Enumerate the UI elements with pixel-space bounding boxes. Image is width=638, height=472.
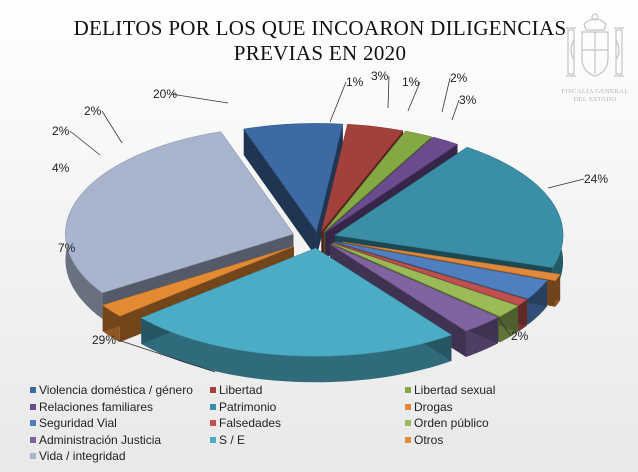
legend-item: Libertad — [210, 382, 262, 398]
legend-item: Otros — [405, 432, 443, 448]
leader-line-4 — [101, 110, 123, 144]
data-label-0: 29% — [92, 333, 116, 347]
legend-label: Orden público — [414, 416, 489, 430]
legend-swatch — [30, 453, 36, 459]
data-label-12: 2% — [511, 329, 529, 343]
leader-line-12 — [497, 317, 512, 337]
legend-label: Patrimonio — [219, 399, 277, 414]
legend-label: Falsedades — [219, 416, 282, 430]
pie-slice-violencia-dom-stica-g-nero — [243, 123, 344, 233]
chart-title: DELITOS POR LOS QUE INCOARON DILIGENCIAS… — [70, 16, 570, 66]
legend-item: Orden público — [405, 415, 489, 431]
legend-swatch — [405, 387, 411, 393]
legend-swatch — [30, 387, 36, 393]
chart-title-line2: PREVIAS EN 2020 — [233, 41, 407, 65]
legend-item: Violencia doméstica / género — [30, 382, 193, 398]
emblem-text-2: DEL ESTADO — [573, 96, 617, 103]
data-label-10: 3% — [459, 93, 477, 107]
legend-label: Drogas — [414, 399, 453, 414]
leader-line-7 — [387, 75, 390, 109]
data-label-3: 2% — [52, 124, 70, 138]
pie-chart: 29% 7% 4% 2% 2% 20% 1% 3% 1% 2% 3% 24% 2% — [52, 69, 608, 383]
legend-swatch — [210, 420, 216, 426]
pie-slice-seguridad-vial — [334, 241, 548, 300]
legend-item: Libertad sexual — [405, 382, 495, 398]
pie-slice-vida-integridad — [65, 131, 294, 294]
legend-swatch — [210, 436, 216, 443]
data-label-6: 1% — [346, 75, 364, 89]
chart-legend: Violencia doméstica / género Libertad Libe… — [30, 382, 630, 468]
legend-swatch — [30, 403, 36, 410]
data-label-7: 3% — [371, 69, 389, 83]
coat-of-arms-icon — [566, 13, 624, 77]
legend-label: Libertad — [219, 383, 263, 397]
data-label-9: 2% — [450, 71, 468, 85]
leader-line-0 — [117, 339, 216, 373]
legend-label: Seguridad Vial — [39, 416, 117, 430]
legend-swatch — [30, 420, 36, 426]
pie-slice-relaciones-familiares — [325, 136, 459, 233]
legend-item: Vida / integridad — [30, 448, 126, 464]
emblem-text-1: FISCALÍA GENERAL — [561, 88, 629, 95]
leader-line-11 — [547, 178, 585, 189]
slice-side-11 — [141, 317, 452, 383]
leader-line-5 — [170, 93, 229, 104]
legend-item: Drogas — [405, 399, 453, 415]
leader-line-9 — [441, 77, 451, 113]
legend-item: Relaciones familiares — [30, 399, 153, 415]
data-label-8: 1% — [402, 75, 420, 89]
legend-item: Seguridad Vial — [30, 415, 117, 431]
data-label-5: 20% — [153, 87, 177, 101]
leader-line-10 — [451, 99, 460, 121]
leader-line-8 — [407, 81, 421, 112]
pie-slice-libertad — [321, 124, 404, 232]
legend-label: Libertad sexual — [414, 383, 496, 397]
pie-slice-administraci-n-justicia — [329, 244, 499, 332]
pie-slice-s-e — [140, 247, 453, 357]
legend-item: Patrimonio — [210, 399, 276, 415]
slice-edge-1-0 — [243, 129, 317, 258]
legend-label: Otros — [414, 432, 444, 447]
pie-slice-drogas — [342, 241, 561, 282]
pie-slice-otros — [102, 246, 295, 317]
legend-swatch — [210, 387, 216, 393]
pie-slice-patrimonio — [334, 146, 564, 268]
pie-slice-falsedades — [332, 242, 528, 306]
legend-label: S / E — [219, 432, 246, 447]
legend-swatch — [405, 436, 411, 443]
legend-swatch — [405, 403, 411, 410]
chart-title-line1: DELITOS POR LOS QUE INCOARON DILIGENCIAS — [73, 16, 567, 40]
legend-swatch — [30, 436, 36, 443]
data-label-4: 2% — [84, 104, 102, 118]
legend-swatch — [405, 420, 411, 426]
legend-item: Administración Justicia — [30, 432, 161, 448]
legend-item: Falsedades — [210, 415, 281, 431]
legend-swatch — [210, 403, 216, 410]
pie-slice-orden-p-blico — [331, 243, 519, 317]
slice-edge-12-1 — [102, 246, 294, 332]
legend-label: Administración Justicia — [39, 432, 162, 447]
pie-slice-libertad-sexual — [323, 130, 433, 233]
legend-item: S / E — [210, 432, 245, 448]
data-label-1: 7% — [58, 241, 76, 255]
leader-line-3 — [69, 130, 101, 156]
leader-line-6 — [329, 81, 347, 123]
legend-label: Relaciones familiares — [39, 399, 154, 414]
data-label-2: 4% — [52, 161, 70, 175]
legend-label: Vida / integridad — [39, 449, 126, 463]
data-label-11: 24% — [584, 172, 608, 186]
legend-label: Violencia doméstica / género — [39, 383, 193, 397]
